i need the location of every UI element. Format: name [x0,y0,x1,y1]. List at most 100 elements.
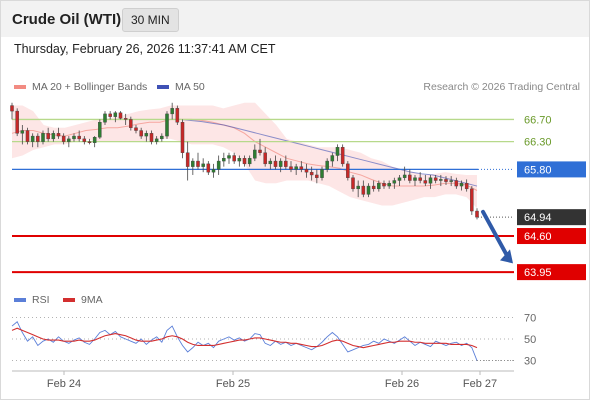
candle-body [20,130,25,134]
candle-body [366,185,371,195]
rsi-series-9ma [11,327,478,349]
candle-body [206,163,211,173]
candle-body [273,160,278,167]
rsi-tick-70: 70 [524,312,536,324]
rsi-tick-50: 50 [524,334,536,346]
level-65-80-box [517,161,586,178]
candle-body [149,133,154,142]
credit-text: Research © 2026 Trading Central [423,81,580,93]
projection-arrow-head [500,249,513,264]
candle-body [154,138,159,142]
candle-body [67,138,71,142]
legend-bb-label: MA 20 + Bollinger Bands [32,81,148,93]
candle-body [258,149,262,153]
candle-body [15,110,19,134]
legend-bollinger: MA 20 + Bollinger Bands [14,81,147,93]
candle-body [377,183,381,190]
candle-body [346,163,350,178]
header-bar: Crude Oil (WTI) 30 MIN [1,1,589,37]
instrument-title: Crude Oil (WTI) [12,11,122,28]
candle-body [72,135,76,140]
candle-body [402,174,407,178]
candle-body [263,152,267,165]
legend-ma50-label: MA 50 [175,81,205,93]
candle-body [211,169,216,173]
level-64-60-label: 64.60 [524,231,552,243]
level-64-94-box [517,209,586,226]
candle-body [165,113,169,137]
candle-body [413,177,417,181]
candle-body [170,108,174,115]
candle-body [294,166,298,170]
candle-body [41,133,45,142]
candle-body [320,169,324,178]
candle-body [36,135,40,142]
x-tick-label: Feb 27 [463,378,497,390]
candle-body [242,158,247,165]
candle-body [309,171,314,176]
x-tick-label: Feb 25 [216,378,250,390]
candle-body [330,155,335,162]
candle-body [25,130,30,142]
candle-body [325,160,329,170]
ma50-line [179,118,478,187]
candle-body [454,180,459,187]
candle-body [108,113,112,117]
candle-body [371,185,376,190]
candle-body [351,177,355,190]
candle-body [304,169,309,173]
candle-body [103,113,107,123]
candle-body [180,122,185,153]
candle-body [247,158,252,165]
rsi-swatch [14,298,26,302]
candle-body [77,135,81,140]
candle-body [30,135,35,142]
x-tick-label: Feb 26 [385,378,419,390]
candle-body [299,166,304,170]
level-63-95-box [517,264,586,281]
candle-body [253,149,257,159]
candle-body [439,179,443,181]
rsi-tick-30: 30 [524,356,536,368]
candle-body [98,122,102,138]
candle-body [268,160,273,165]
candle-body [470,188,474,212]
candle-body [315,174,319,178]
candle-body [82,138,87,142]
candle-body [418,177,422,181]
candle-body [361,185,366,195]
candle-body [237,158,242,162]
legend-9ma-label: 9MA [81,294,103,306]
candle-body [201,163,205,167]
projection-arrow-shaft [481,209,510,260]
candle-body [423,180,428,184]
candle-body [382,183,386,187]
candle-body [51,133,56,140]
x-tick-label: Feb 24 [47,378,81,390]
candle-body [92,136,97,143]
level-65-80-label: 65.80 [524,164,552,176]
candle-body [340,146,345,165]
candle-body [475,210,479,218]
legend-rsi-label: RSI [32,294,50,306]
candle-body [464,183,469,190]
candle-body [216,160,221,170]
candle-body [61,135,66,142]
candle-body [356,185,360,190]
timeframe-button[interactable]: 30 MIN [122,8,179,32]
candle-body [129,119,133,128]
candle-body [196,160,200,167]
candle-body [46,133,50,140]
candle-body [232,155,236,162]
candle-body [144,133,149,137]
level-64-94-label: 64.94 [524,212,552,224]
candle-body [459,183,464,187]
candle-body [387,183,391,187]
candle-body [428,177,433,184]
candle-body [191,160,195,167]
ma50-swatch [157,85,169,89]
candle-body [222,158,226,162]
candle-body [87,141,92,143]
